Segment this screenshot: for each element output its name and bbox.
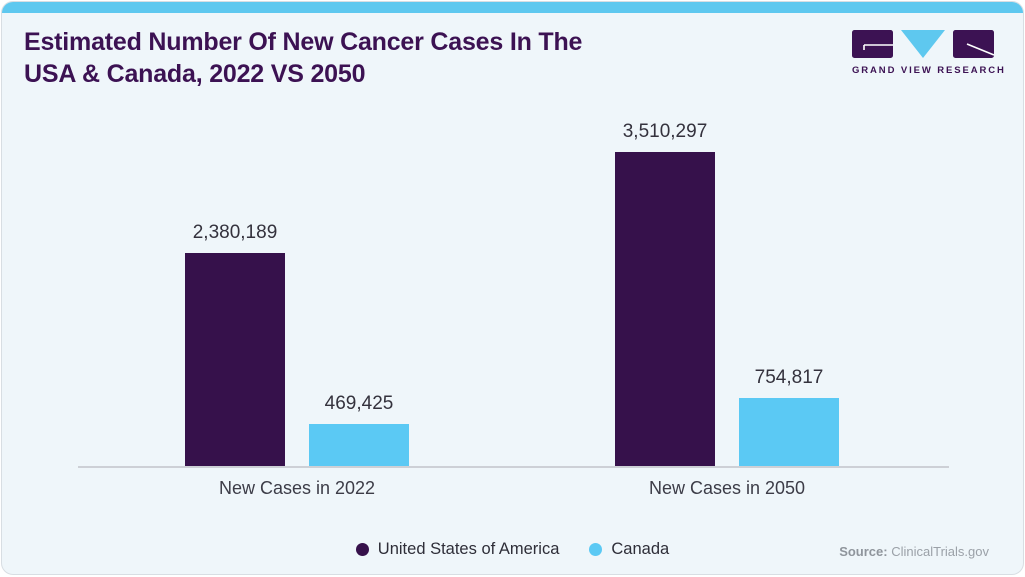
source-label: Source:	[839, 544, 888, 559]
bar-united-states-of-america-1	[185, 253, 285, 466]
bar-united-states-of-america-2	[615, 152, 715, 466]
source-value: ClinicalTrials.gov	[891, 544, 989, 559]
brand-logo-text: GRAND VIEW RESEARCH	[852, 65, 1006, 76]
bar-value-label: 2,380,189	[192, 222, 278, 243]
x-axis-line	[78, 466, 949, 468]
logo-r-icon	[953, 30, 994, 58]
brand-logo-icons	[852, 30, 994, 58]
bar-value-label: 754,817	[754, 367, 824, 388]
bar-canada-1	[309, 424, 409, 466]
legend-marker-icon	[355, 543, 369, 556]
legend-item: Canada	[589, 540, 669, 559]
brand-logo: GRAND VIEW RESEARCH	[852, 30, 1006, 76]
bar-value-label: 3,510,297	[622, 121, 708, 142]
source-note: Source: ClinicalTrials.gov	[839, 544, 989, 559]
category-label: New Cases in 2050	[648, 478, 806, 498]
legend-marker-icon	[589, 543, 603, 556]
legend-label: Canada	[611, 540, 670, 558]
legend-item: United States of America	[355, 540, 560, 559]
chart-title: Estimated Number Of New Cancer Cases In …	[24, 26, 724, 90]
chart-title-line2: USA & Canada, 2022 VS 2050	[24, 60, 366, 88]
logo-v-icon	[901, 30, 945, 58]
bar-canada-2	[739, 398, 839, 466]
accent-strip	[2, 2, 1023, 13]
bar-value-label: 469,425	[324, 393, 394, 414]
legend: United States of America Canada	[2, 540, 1023, 559]
logo-g-icon	[852, 30, 893, 58]
legend-label: United States of America	[377, 540, 560, 558]
chart-title-line1: Estimated Number Of New Cancer Cases In …	[24, 28, 583, 56]
category-label: New Cases in 2022	[218, 478, 376, 498]
